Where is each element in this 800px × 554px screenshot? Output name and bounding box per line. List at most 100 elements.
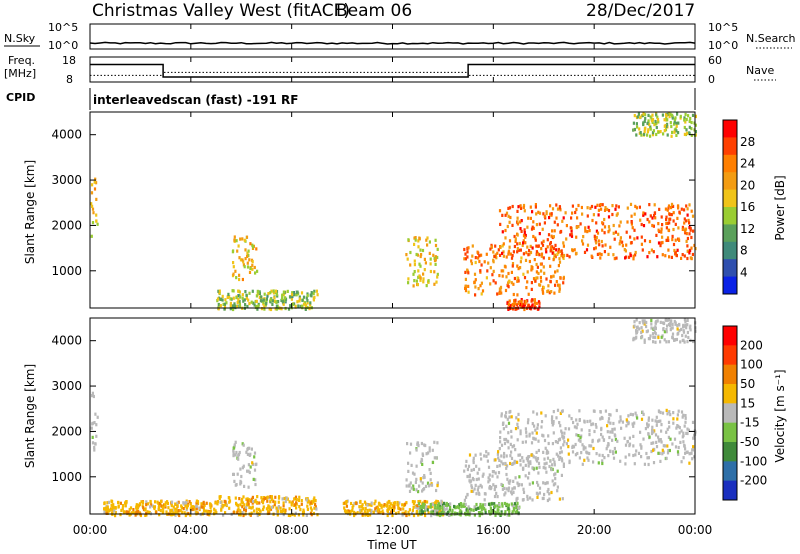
data-cell [562, 435, 566, 439]
data-cell [613, 427, 616, 431]
data-cell [472, 460, 475, 465]
data-cell [537, 307, 540, 311]
y-tick-label: 1000 [51, 264, 82, 278]
data-cell [269, 307, 273, 312]
data-cell [665, 124, 668, 128]
data-cell [541, 496, 544, 501]
data-cell [245, 506, 248, 510]
data-cell [659, 459, 662, 463]
data-cell [570, 417, 573, 421]
data-cell [666, 444, 669, 448]
data-cell [560, 473, 563, 477]
data-cell [538, 486, 542, 490]
data-cell [478, 254, 481, 258]
data-cell [554, 472, 557, 476]
colorbar-segment [723, 137, 737, 156]
data-cell [498, 464, 501, 468]
data-cell [143, 508, 147, 512]
data-cell [541, 227, 544, 231]
data-cell [417, 504, 420, 508]
data-cell [564, 211, 567, 215]
data-cell [281, 300, 284, 304]
data-cell [232, 511, 235, 515]
data-cell [214, 509, 217, 513]
data-cell [409, 481, 412, 485]
data-cell [633, 114, 636, 118]
data-cell [506, 224, 509, 229]
data-cell [262, 507, 265, 512]
data-cell [535, 223, 538, 227]
data-cell [552, 274, 555, 278]
data-cell [407, 469, 410, 473]
data-cell [533, 424, 536, 428]
data-cell [426, 500, 429, 504]
data-cell [549, 264, 552, 268]
data-cell [578, 418, 581, 422]
data-cell [662, 327, 665, 331]
data-cell [504, 415, 507, 419]
data-cell [270, 495, 273, 499]
data-cell [463, 502, 466, 506]
data-cell [237, 244, 240, 248]
data-cell [477, 511, 481, 515]
data-cell [228, 295, 231, 299]
data-cell [263, 307, 266, 311]
data-cell [650, 326, 653, 330]
data-cell [415, 279, 418, 283]
data-cell [687, 218, 690, 222]
data-cell [556, 489, 559, 493]
data-cell [640, 222, 643, 227]
data-cell [153, 505, 156, 509]
data-cell [235, 296, 238, 300]
data-cell [647, 456, 650, 460]
data-cell [667, 238, 670, 242]
data-cell [560, 431, 564, 435]
data-cell [577, 438, 580, 442]
data-cell [665, 226, 668, 230]
data-cell [423, 474, 426, 478]
data-cell [241, 505, 244, 509]
data-cell [640, 455, 643, 459]
data-cell [535, 450, 538, 454]
data-cell [255, 299, 258, 303]
data-cell [688, 452, 691, 456]
data-cell [678, 210, 681, 214]
data-cell [649, 115, 652, 119]
beam-title: Beam 06 [336, 1, 412, 21]
power-y-label: Slant Range [km] [23, 160, 37, 264]
data-cell [562, 281, 565, 285]
data-cell [146, 510, 149, 514]
data-cell [91, 183, 94, 187]
data-cell [546, 498, 549, 503]
data-cell [577, 225, 580, 229]
data-cell [511, 264, 514, 268]
data-cell [612, 456, 616, 460]
data-cell [299, 508, 302, 512]
data-cell [683, 424, 686, 428]
data-cell [527, 461, 530, 465]
data-cell [665, 340, 668, 344]
data-cell [551, 207, 555, 211]
data-cell [464, 511, 467, 515]
data-cell [344, 501, 347, 505]
data-cell [646, 456, 649, 460]
data-cell [300, 499, 303, 503]
data-cell [472, 456, 475, 460]
data-cell [677, 237, 680, 241]
data-cell [619, 220, 622, 224]
data-cell [641, 329, 644, 333]
data-cell [496, 504, 499, 508]
data-cell [158, 501, 161, 506]
data-cell [429, 505, 432, 509]
data-cell [551, 245, 554, 249]
data-cell [586, 419, 589, 424]
data-cell [421, 462, 424, 466]
data-cell [213, 511, 216, 515]
data-cell [655, 440, 658, 444]
data-cell [536, 456, 540, 461]
data-cell [607, 252, 610, 256]
data-cell [510, 450, 513, 454]
data-cell [519, 260, 522, 264]
data-cell [629, 202, 633, 206]
data-cell [525, 300, 528, 304]
